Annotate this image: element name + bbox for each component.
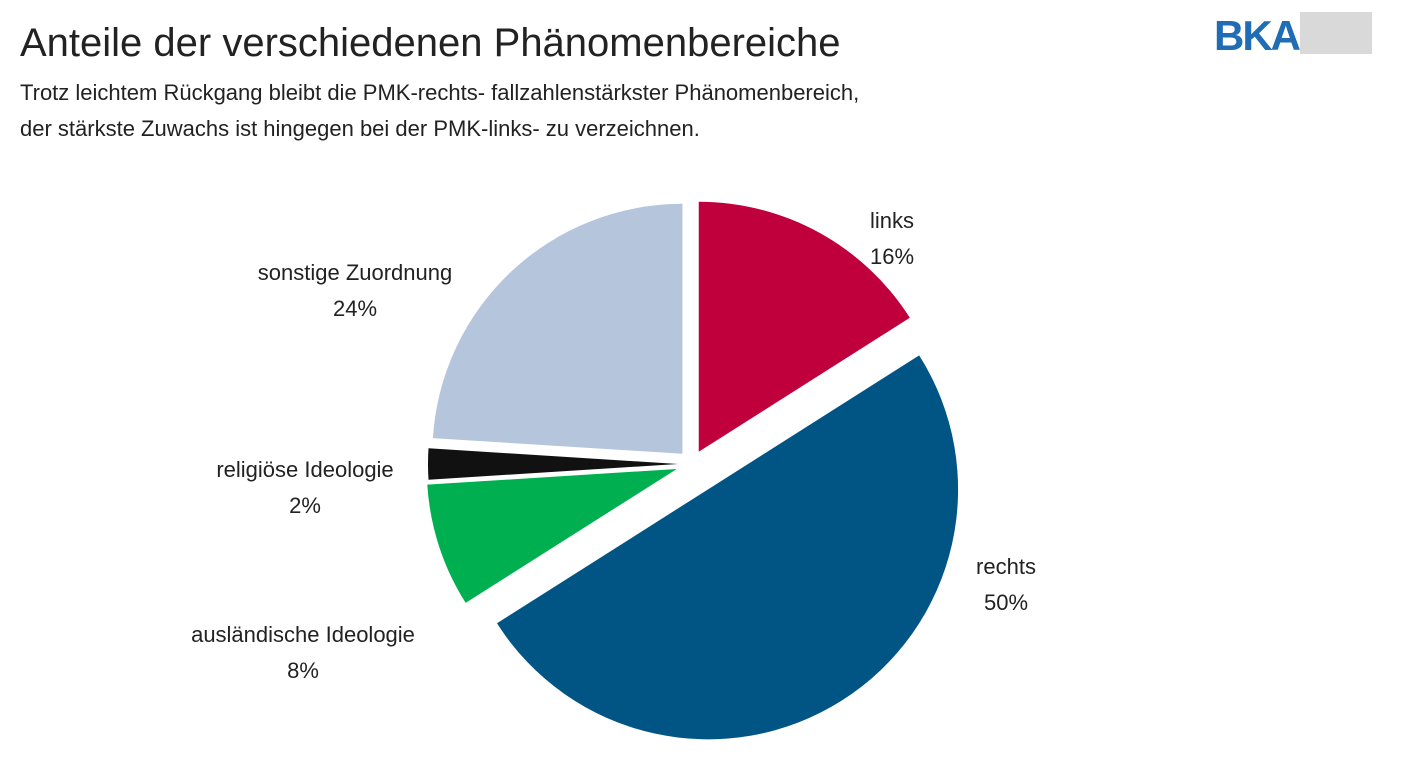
value-label: 50% xyxy=(984,590,1028,615)
pie-slice xyxy=(496,355,959,740)
logo-bar xyxy=(1300,12,1372,54)
slice-label: ausländische Ideologie xyxy=(191,622,415,647)
slice-label: rechts xyxy=(976,554,1036,579)
pie-slice xyxy=(432,203,683,454)
pie-slice xyxy=(698,201,910,452)
slice-label: sonstige Zuordnung xyxy=(258,260,452,285)
value-label: 16% xyxy=(870,244,914,269)
value-label: 2% xyxy=(289,493,321,518)
value-label: 24% xyxy=(333,296,377,321)
slice-label: links xyxy=(870,208,914,233)
chart-title: Anteile der verschiedenen Phänomenbereic… xyxy=(20,21,841,65)
slice-label: religiöse Ideologie xyxy=(216,457,393,482)
subtitle-line: Trotz leichtem Rückgang bleibt die PMK-r… xyxy=(20,80,859,105)
logo: BKA xyxy=(1214,12,1301,59)
value-label: 8% xyxy=(287,658,319,683)
pie-slice xyxy=(428,448,678,480)
pie-slice xyxy=(427,468,677,603)
subtitle-line: der stärkste Zuwachs ist hingegen bei de… xyxy=(20,116,700,141)
